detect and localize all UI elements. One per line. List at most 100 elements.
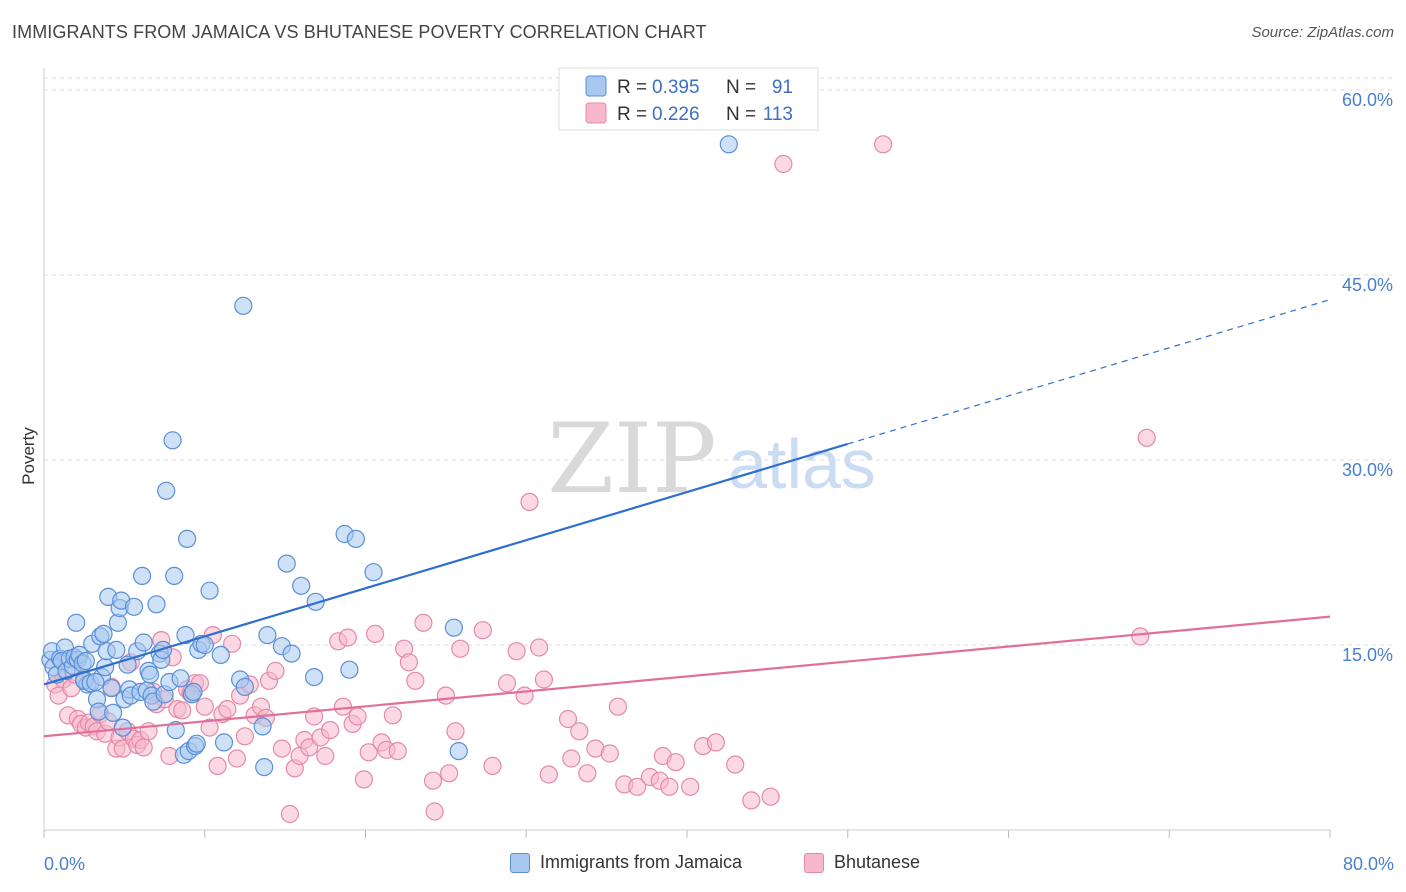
jamaica-point — [184, 682, 203, 702]
jamaica-trend-extension — [847, 299, 1331, 445]
chart-title: IMMIGRANTS FROM JAMAICA VS BHUTANESE POV… — [12, 22, 707, 42]
bhutanese-point — [218, 699, 237, 719]
y-tick-label: 30.0% — [1342, 460, 1393, 480]
jamaica-point — [163, 431, 182, 450]
jamaica-point — [235, 677, 254, 697]
bhutanese-point — [425, 802, 444, 821]
bhutanese-point — [399, 653, 418, 672]
bhutanese-point — [235, 727, 254, 746]
bhutanese-point — [520, 492, 539, 511]
stats-swatch-blue — [585, 75, 607, 97]
bhutanese-point — [195, 697, 214, 716]
jamaica-point — [234, 296, 253, 315]
jamaica-point — [178, 529, 197, 549]
stats-n-label-2: N = — [726, 104, 756, 125]
watermark-zip: ZIP — [547, 403, 716, 515]
bhutanese-point — [173, 701, 192, 720]
bhutanese-point — [223, 634, 242, 653]
bhutanese-point — [134, 738, 153, 757]
jamaica-point — [258, 625, 277, 645]
bhutanese-point — [570, 722, 589, 741]
jamaica-point — [306, 592, 325, 611]
bhutanese-point — [348, 707, 367, 726]
bhutanese-point — [628, 777, 647, 796]
jamaica-point — [255, 757, 274, 777]
jamaica-point — [292, 576, 311, 595]
y-tick-label: 45.0% — [1342, 275, 1393, 295]
stats-r-label-2: R = — [617, 104, 647, 125]
bhutanese-point — [272, 739, 291, 758]
jamaica-point — [157, 481, 176, 500]
legend-label-jamaica: Immigrants from Jamaica — [540, 852, 743, 872]
jamaica-point — [147, 595, 166, 614]
jamaica-point — [103, 703, 123, 722]
bhutanese-point — [507, 642, 526, 661]
bhutanese-point — [742, 791, 761, 810]
bhutanese-point — [280, 804, 299, 824]
bhutanese-point — [266, 661, 285, 681]
stats-r-label-1: R = — [617, 77, 647, 98]
stats-n-label-1: N = — [726, 77, 756, 98]
jamaica-point — [165, 566, 184, 586]
jamaica-point — [214, 733, 234, 752]
bhutanese-point — [406, 671, 425, 690]
jamaica-point — [124, 597, 144, 616]
jamaica-point — [211, 645, 230, 665]
bhutanese-point — [515, 686, 534, 705]
jamaica-point — [444, 618, 463, 637]
bhutanese-point — [354, 770, 373, 789]
bhutanese-point — [414, 613, 433, 632]
bhutanese-point — [1137, 428, 1156, 447]
jamaica-point — [282, 644, 301, 663]
bhutanese-point — [440, 764, 459, 783]
jamaica-point — [253, 717, 272, 736]
y-tick-label: 15.0% — [1342, 645, 1393, 665]
bhutanese-point — [666, 753, 685, 772]
stats-n-value-2: 113 — [763, 104, 793, 125]
bhutanese-point — [200, 718, 219, 737]
bhutanese-point — [436, 686, 455, 705]
bhutanese-point — [483, 756, 502, 776]
stats-swatch-pink — [585, 102, 607, 124]
jamaica-point — [176, 625, 195, 645]
watermark-atlas: atlas — [728, 425, 876, 503]
jamaica-point — [346, 529, 365, 549]
jamaica-point — [187, 734, 206, 753]
bhutanese-point — [534, 670, 554, 689]
legend-item-bhutanese: Bhutanese — [804, 852, 920, 873]
bhutanese-point — [578, 764, 597, 783]
jamaica-point — [134, 633, 153, 652]
y-tick-labels: 15.0% 30.0% 45.0% 60.0% — [1342, 90, 1393, 665]
x-tick-label-min: 0.0% — [44, 854, 85, 874]
bhutanese-point — [227, 749, 246, 768]
jamaica-point — [449, 741, 468, 761]
bhutanese-point — [774, 154, 793, 174]
trend-lines — [43, 299, 1331, 738]
bhutanese-point — [366, 624, 385, 644]
bhutanese-point — [208, 756, 227, 776]
bhutanese-point — [706, 733, 726, 752]
bottom-legend: Immigrants from Jamaica Bhutanese — [0, 852, 1406, 876]
jamaica-trend-line — [43, 442, 849, 686]
bhutanese-point — [761, 787, 780, 806]
bhutanese-point — [497, 674, 517, 693]
jamaica-point — [86, 672, 105, 692]
bhutanese-point — [451, 639, 470, 658]
y-axis-label: Poverty — [19, 427, 38, 485]
bhutanese-point — [558, 709, 578, 729]
x-tick-label-max: 80.0% — [1343, 854, 1394, 874]
bhutanese-point — [359, 743, 378, 762]
bhutanese-point — [333, 697, 353, 716]
bhutanese-point — [446, 722, 465, 741]
jamaica-point — [141, 665, 160, 684]
bhutanese-point — [608, 697, 628, 716]
x-ticks — [43, 830, 1331, 838]
bhutanese-point — [539, 765, 558, 784]
jamaica-point — [133, 566, 152, 586]
bhutanese-point — [1131, 627, 1150, 646]
jamaica-point — [166, 720, 185, 740]
legend-swatch-blue — [510, 852, 530, 873]
bhutanese-point — [316, 746, 335, 766]
bhutanese-point — [600, 744, 619, 763]
jamaica-point — [171, 669, 190, 688]
